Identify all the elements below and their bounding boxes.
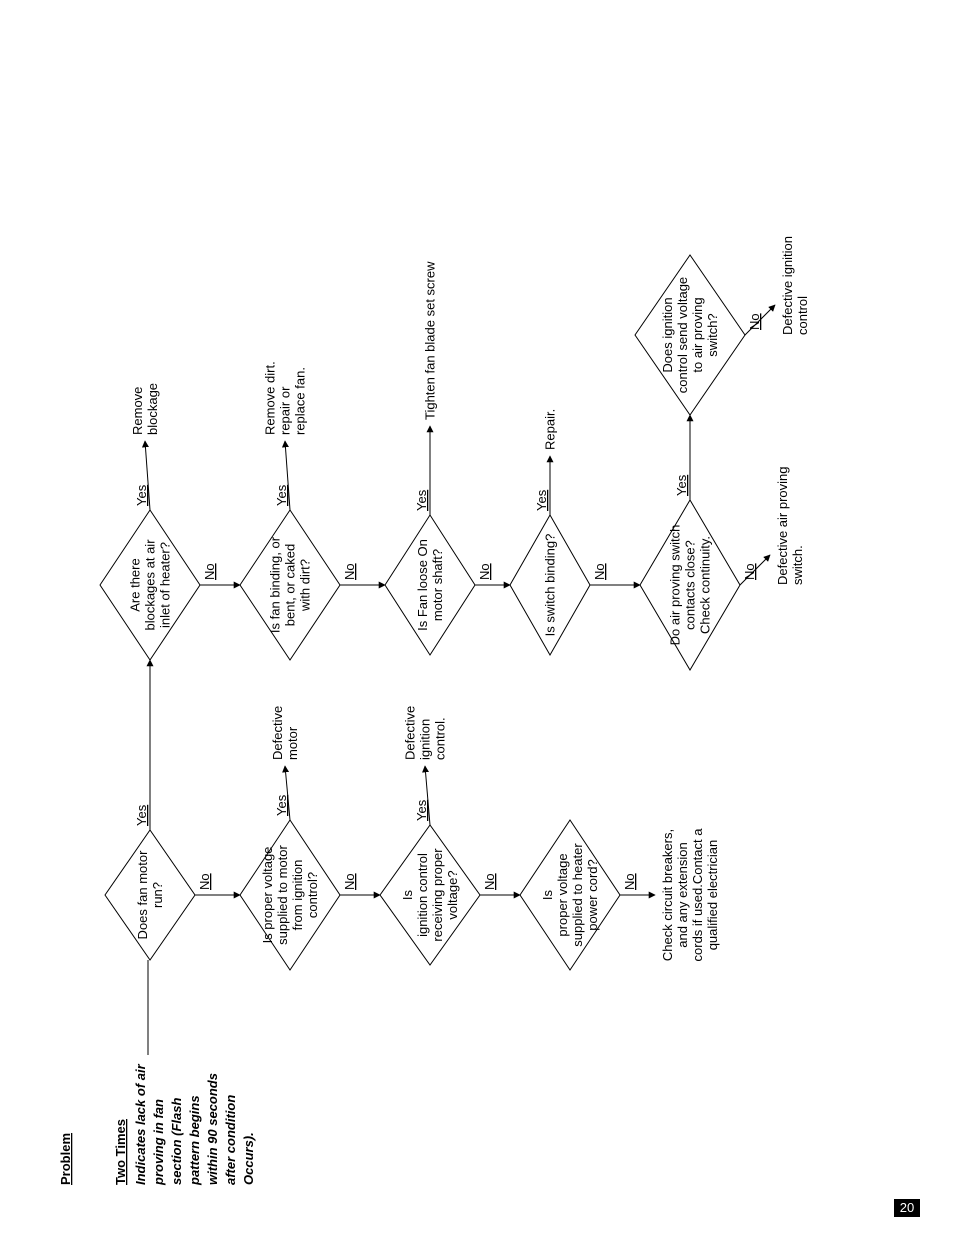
svg-text:No: No — [342, 873, 357, 890]
decision-label: to air proving — [690, 297, 705, 372]
decision-label: inlet of heater? — [158, 542, 173, 628]
decision-label: ignition control — [415, 853, 430, 937]
svg-text:No: No — [477, 563, 492, 580]
terminal-label: replace fan. — [293, 367, 308, 435]
svg-text:No: No — [592, 563, 607, 580]
heading-desc-line: after condition — [223, 1095, 238, 1185]
decision-label: Do air proving switch — [668, 525, 683, 646]
svg-text:Yes: Yes — [414, 799, 429, 821]
terminal-label: Remove dirt. — [263, 361, 278, 435]
decision-label: motor shaft? — [430, 549, 445, 621]
decision-label: run? — [150, 882, 165, 908]
svg-text:Yes: Yes — [134, 484, 149, 506]
terminal-label: Defective — [270, 706, 285, 760]
decision-label: receiving proper — [430, 848, 445, 942]
decision-label: control send voltage — [675, 277, 690, 393]
svg-text:Yes: Yes — [274, 794, 289, 816]
process-label: Check circuit breakers, — [660, 829, 675, 961]
terminal-label: Tighten fan blade set screw — [423, 261, 438, 420]
process-label: cords if used.Contact a — [690, 828, 705, 962]
decision-label: Does ignition — [660, 297, 675, 372]
heading-two-times: Two Times — [113, 1119, 128, 1185]
terminal-label: control. — [433, 717, 448, 760]
decision-label: Check continuity. — [698, 536, 713, 634]
decision-label: bent, or caked — [283, 544, 298, 626]
svg-text:No: No — [197, 873, 212, 890]
decision-label: Is — [540, 889, 555, 900]
terminal-label: motor — [285, 726, 300, 760]
process-label: and any extension — [675, 842, 690, 948]
svg-text:No: No — [202, 563, 217, 580]
terminal-label: Repair. — [543, 409, 558, 450]
terminal-label: repair or — [278, 386, 293, 435]
flowchart: ProblemTwo TimesIndicates lack of airpro… — [58, 236, 810, 1186]
decision-label: with dirt? — [298, 559, 313, 612]
decision-label: power cord? — [585, 859, 600, 931]
svg-text:No: No — [742, 563, 757, 580]
heading-desc-line: section (Flash — [169, 1098, 184, 1185]
decision-label: Are there — [128, 558, 143, 611]
heading-desc-line: pattern begins — [187, 1095, 202, 1186]
svg-text:Yes: Yes — [134, 804, 149, 826]
decision-label: Is fan binding, or — [268, 536, 283, 633]
process-label: qualified electrician — [705, 840, 720, 951]
heading-desc-line: Occurs). — [241, 1132, 256, 1185]
heading-desc-line: Indicates lack of air — [133, 1063, 148, 1185]
decision-label: voltage? — [445, 870, 460, 919]
svg-text:Yes: Yes — [534, 489, 549, 511]
decision-label: from ignition — [290, 860, 305, 931]
svg-text:Yes: Yes — [414, 489, 429, 511]
decision-label: Is proper voltage — [260, 847, 275, 944]
svg-text:No: No — [622, 873, 637, 890]
page-number: 20 — [900, 1200, 914, 1215]
heading-desc-line: proving in fan — [151, 1099, 166, 1186]
terminal-label: Remove — [130, 387, 145, 435]
decision-label: contacts close? — [683, 540, 698, 630]
heading-problem: Problem — [58, 1133, 73, 1185]
flowchart-canvas: ProblemTwo TimesIndicates lack of airpro… — [0, 0, 954, 1235]
svg-text:No: No — [342, 563, 357, 580]
decision-label: control? — [305, 872, 320, 918]
terminal-label: control — [795, 296, 810, 335]
decision-label: supplied to motor — [275, 844, 290, 944]
decision-label: switch? — [705, 313, 720, 356]
decision-label: Does fan motor — [135, 850, 150, 940]
svg-text:Yes: Yes — [274, 484, 289, 506]
decision-label: supplied to heater — [570, 843, 585, 947]
terminal-label: Defective — [403, 706, 418, 760]
terminal-label: ignition — [418, 719, 433, 760]
decision-label: proper voltage — [555, 853, 570, 936]
svg-text:No: No — [482, 873, 497, 890]
terminal-label: blockage — [145, 383, 160, 435]
decision-label: Is — [400, 889, 415, 900]
terminal-label: Defective air proving — [775, 467, 790, 586]
terminal-label: switch. — [790, 545, 805, 585]
svg-text:Yes: Yes — [674, 474, 689, 496]
decision-label: blockages at air — [143, 539, 158, 631]
svg-text:No: No — [747, 313, 762, 330]
decision-label: Is switch binding? — [543, 534, 558, 637]
heading-desc-line: within 90 seconds — [205, 1073, 220, 1185]
decision-label: Is Fan loose On — [415, 539, 430, 631]
terminal-label: Defective ignition — [780, 236, 795, 335]
